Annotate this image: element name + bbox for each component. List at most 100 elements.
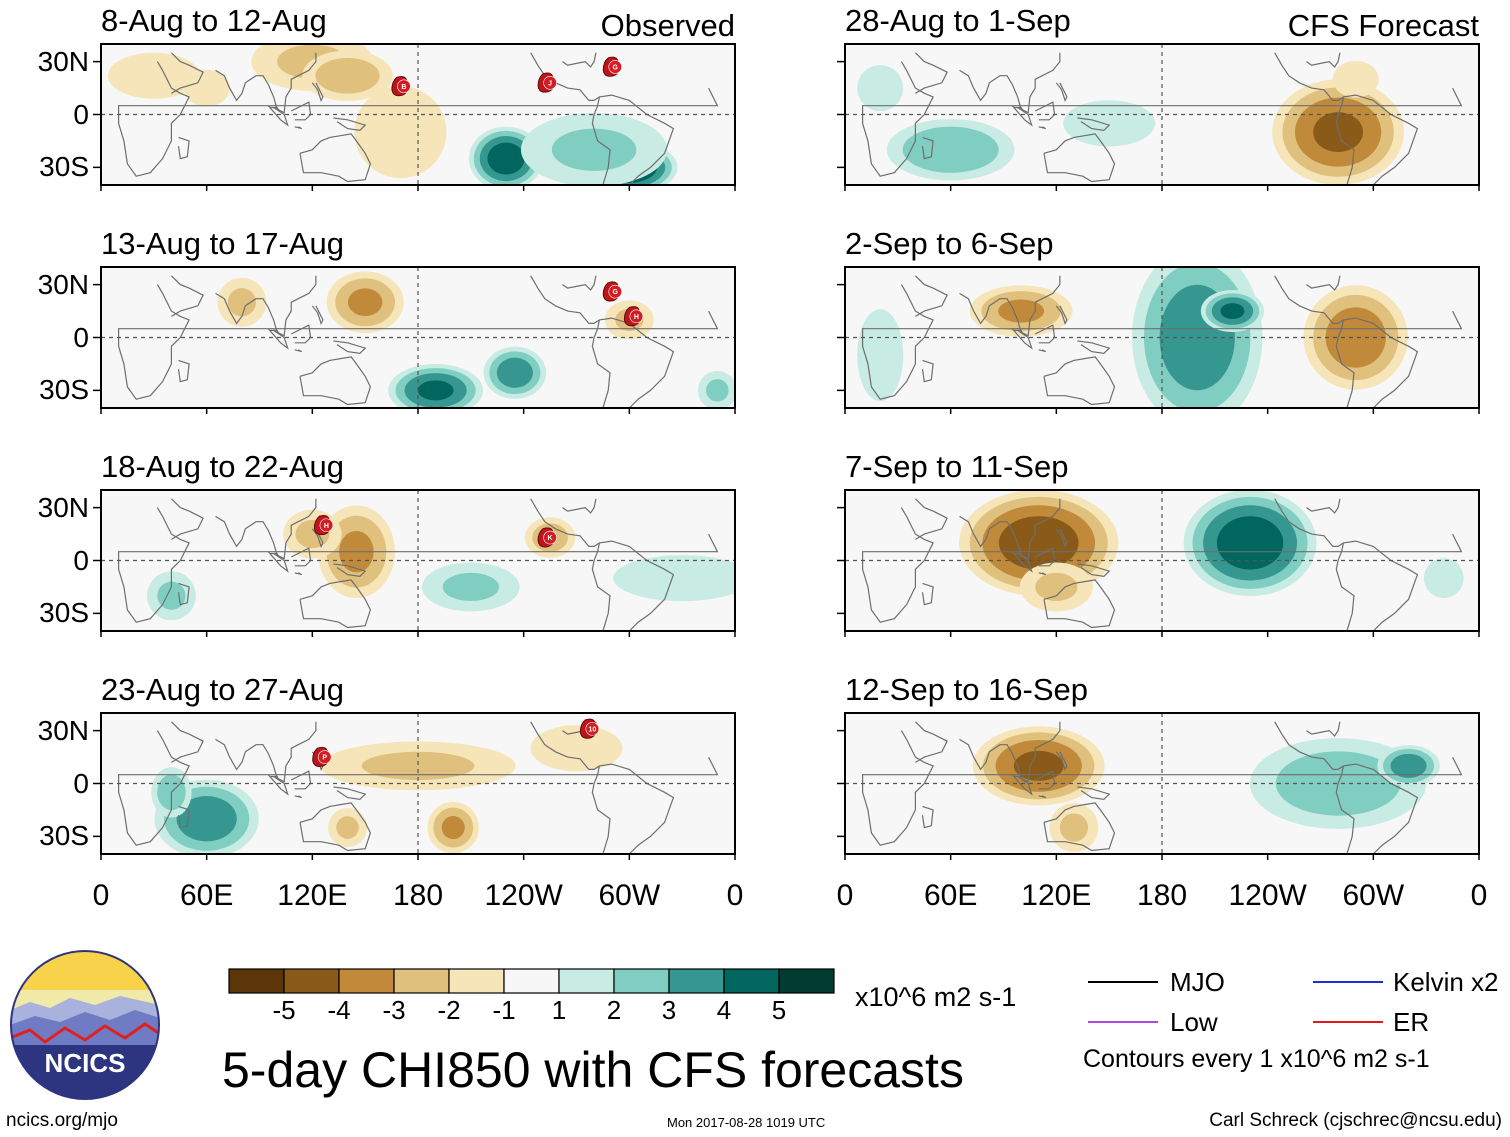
colorbar-tick-label: -1 [492, 995, 516, 1025]
anomaly-contour [613, 555, 735, 602]
coastlines [862, 498, 1463, 631]
panel-frame [100, 712, 736, 855]
colorbar-tick-label: -4 [327, 995, 351, 1025]
anomaly-field [151, 725, 623, 854]
colorbar-swatch [228, 968, 285, 994]
coastlines [118, 275, 719, 408]
lat-label: 30N [37, 268, 89, 300]
anomaly-contour [1332, 60, 1379, 98]
colorbar-swatch [668, 968, 725, 994]
panel-corner-label-obs1: Observed [600, 8, 735, 43]
anomaly-contour [1059, 813, 1089, 842]
colorbar-swatch [723, 968, 780, 994]
lat-label: 0 [73, 544, 89, 576]
lon-label: 120E [1021, 879, 1092, 912]
anomaly-contour [1390, 753, 1427, 778]
storm-marker: B [391, 76, 411, 97]
legend-label-mjo: MJO [1170, 967, 1225, 997]
anomaly-contour [442, 572, 500, 602]
anomaly-contour [998, 516, 1079, 570]
anomaly-contour [706, 379, 729, 402]
lon-label: 0 [836, 879, 854, 912]
lon-label: 60E [923, 879, 978, 912]
panel-title-obs1: 8-Aug to 12-Aug [101, 3, 327, 38]
lat-label: 0 [73, 98, 89, 130]
anomaly-contour [1063, 100, 1156, 147]
footer-right: Carl Schreck (cjschrec@ncsu.edu) [1209, 1110, 1502, 1131]
anomaly-contour [1216, 516, 1284, 570]
map-panel-obs3: HK [93, 489, 736, 637]
anomaly-field [959, 490, 1464, 612]
panel-frame [100, 43, 736, 186]
storm-letter: B [401, 84, 406, 91]
legend-line-mjo [1088, 981, 1158, 983]
anomaly-contour [902, 126, 999, 173]
anomaly-contour [998, 299, 1045, 323]
colorbar-tick-label: -3 [382, 995, 406, 1025]
storm-letter: K [548, 535, 553, 542]
lat-label: 30N [37, 491, 89, 523]
colorbar-swatch [558, 968, 615, 994]
lon-label: 0 [1470, 879, 1488, 912]
panel-title-fc2: 2-Sep to 6-Sep [845, 226, 1054, 261]
anomaly-contour [1035, 572, 1078, 602]
lon-label: 180 [392, 879, 444, 912]
anomaly-contour [857, 309, 904, 402]
colorbar-swatch [283, 968, 340, 994]
lat-label: 30S [39, 151, 89, 183]
anomaly-contour [551, 128, 637, 171]
colorbar [228, 968, 835, 994]
panel-frame [100, 266, 736, 409]
panel-frame [844, 712, 1480, 855]
storm-marker: P [312, 746, 332, 767]
panel-title-fc3: 7-Sep to 11-Sep [845, 449, 1069, 484]
colorbar-tick-label: 2 [606, 995, 622, 1025]
anomaly-contour [1313, 112, 1364, 153]
storm-letter: G [613, 64, 619, 71]
map-panel-obs1: B J G [93, 43, 736, 191]
map-panel-obs2: GH [93, 266, 736, 414]
lat-label: 30S [39, 597, 89, 629]
storm-letter: 10 [588, 726, 596, 733]
legend-label-kelvin: Kelvin x2 [1393, 967, 1499, 997]
legend-line-kelvin [1313, 981, 1383, 983]
anomaly-contour [496, 357, 533, 388]
main-title: 5-day CHI850 with CFS forecasts [222, 1042, 964, 1098]
storm-letter: H [634, 314, 639, 321]
colorbar-swatch [393, 968, 450, 994]
storm-letter: P [322, 755, 327, 762]
legend-label-er: ER [1393, 1007, 1430, 1037]
map-panel-fc2 [837, 266, 1480, 414]
lon-label: 120W [484, 879, 563, 912]
lon-label: 60E [179, 879, 234, 912]
anomaly-contour [530, 725, 623, 772]
lat-label: 30S [39, 820, 89, 852]
anomaly-contour [347, 288, 383, 317]
map-panel-fc4 [837, 712, 1480, 860]
lon-label: 0 [726, 879, 744, 912]
legend-line-er [1313, 1021, 1383, 1023]
logo-text: NCICS [45, 1048, 126, 1078]
anomaly-contour [315, 57, 380, 94]
coastlines [118, 498, 719, 631]
storm-marker: G [602, 56, 623, 77]
anomaly-contour [176, 796, 237, 842]
lon-label: 60W [1342, 879, 1405, 912]
panel-frame [844, 43, 1480, 186]
panel-title-fc1: 28-Aug to 1-Sep [845, 3, 1071, 38]
colorbar-swatch [778, 968, 835, 994]
contours-note: Contours every 1 x10^6 m2 s-1 [1083, 1045, 1430, 1073]
anomaly-contour [417, 380, 454, 401]
map-panel-obs4: P 10 [93, 712, 736, 860]
colorbar-swatch [503, 968, 560, 994]
anomaly-contour [441, 816, 465, 840]
coastlines [862, 52, 1463, 185]
lat-label: 30N [37, 45, 89, 77]
panel-corner-label-fc1: CFS Forecast [1287, 8, 1479, 43]
colorbar-swatch [613, 968, 670, 994]
storm-letter: H [324, 523, 329, 530]
storm-letter: G [613, 289, 619, 296]
lon-label: 180 [1136, 879, 1188, 912]
anomaly-contour [183, 69, 230, 107]
coastlines [118, 52, 719, 185]
